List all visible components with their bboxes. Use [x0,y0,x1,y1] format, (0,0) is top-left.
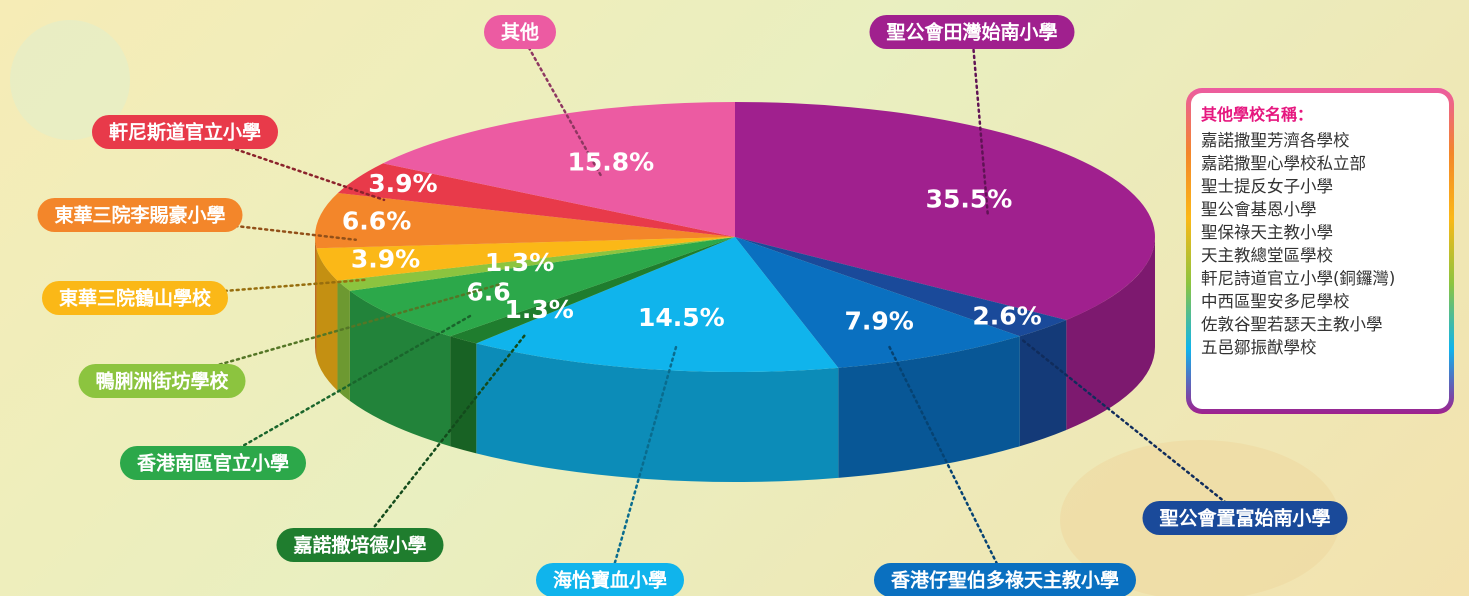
school-item: 佐敦谷聖若瑟天主教小學 [1201,313,1449,336]
category-pill: 海怡寶血小學 [536,563,684,596]
pie-side [315,237,316,358]
category-label: 其他 [501,21,539,44]
school-item: 聖公會基恩小學 [1201,198,1449,221]
school-item: 嘉諾撒聖心學校私立部 [1201,152,1449,175]
category-pill: 聖公會田灣始南小學 [869,15,1074,49]
category-label: 聖公會置富始南小學 [1159,507,1330,530]
school-item: 五邑鄒振猷學校 [1201,336,1449,359]
category-label: 香港南區官立小學 [136,452,289,475]
category-label: 鴨脷洲街坊學校 [95,370,229,393]
value-label: 35.5% [926,184,1013,213]
other-schools-box: 其他學校名稱： 嘉諾撒聖芳濟各學校嘉諾撒聖心學校私立部聖士提反女子小學聖公會基恩… [1186,88,1454,414]
value-label: 3.9% [351,244,420,273]
pie [315,102,1155,482]
category-pill: 軒尼斯道官立小學 [92,115,278,149]
pie-side [337,281,349,401]
category-pill: 其他 [484,15,556,49]
value-label: 2.6% [972,301,1041,330]
value-label: 15.8% [568,147,655,176]
value-label: 3.9% [368,169,437,198]
category-label: 聖公會田灣始南小學 [886,21,1057,44]
school-item: 嘉諾撒聖芳濟各學校 [1201,129,1449,152]
category-label: 香港仔聖伯多祿天主教小學 [890,569,1119,592]
school-item: 軒尼詩道官立小學(銅鑼灣) [1201,267,1449,290]
category-pill: 香港南區官立小學 [120,446,306,480]
page: 35.5% 聖公會田灣始南小學 2.6% 聖公會置富始南小學 7.9% 香港仔聖伯多祿天主… [0,0,1469,596]
school-item: 中西區聖安多尼學校 [1201,290,1449,313]
value-label: 14.5% [638,303,725,332]
pie-side [450,336,476,453]
category-label: 嘉諾撒培德小學 [292,534,426,557]
category-label: 海怡寶血小學 [553,569,667,592]
value-label: 7.9% [844,306,913,335]
value-label: 1.3% [504,295,573,324]
value-label: 1.3% [485,248,554,277]
category-pill: 聖公會置富始南小學 [1142,501,1347,535]
school-item: 天主教總堂區學校 [1201,244,1449,267]
box-title: 其他學校名稱： [1201,101,1449,125]
category-pill: 東華三院李賜豪小學 [37,198,242,232]
category-pill: 東華三院鶴山學校 [42,281,228,315]
category-label: 軒尼斯道官立小學 [109,121,261,144]
category-pill: 香港仔聖伯多祿天主教小學 [874,563,1136,596]
school-item: 聖士提反女子小學 [1201,175,1449,198]
school-item: 聖保祿天主教小學 [1201,221,1449,244]
value-label: 6.6% [342,207,411,236]
box-items: 嘉諾撒聖芳濟各學校嘉諾撒聖心學校私立部聖士提反女子小學聖公會基恩小學聖保祿天主教… [1201,129,1449,359]
category-pill: 鴨脷洲街坊學校 [78,364,245,398]
category-label: 東華三院李賜豪小學 [54,204,225,227]
pie-side [1020,320,1066,446]
category-pill: 嘉諾撒培德小學 [276,528,443,562]
category-label: 東華三院鶴山學校 [59,287,212,310]
